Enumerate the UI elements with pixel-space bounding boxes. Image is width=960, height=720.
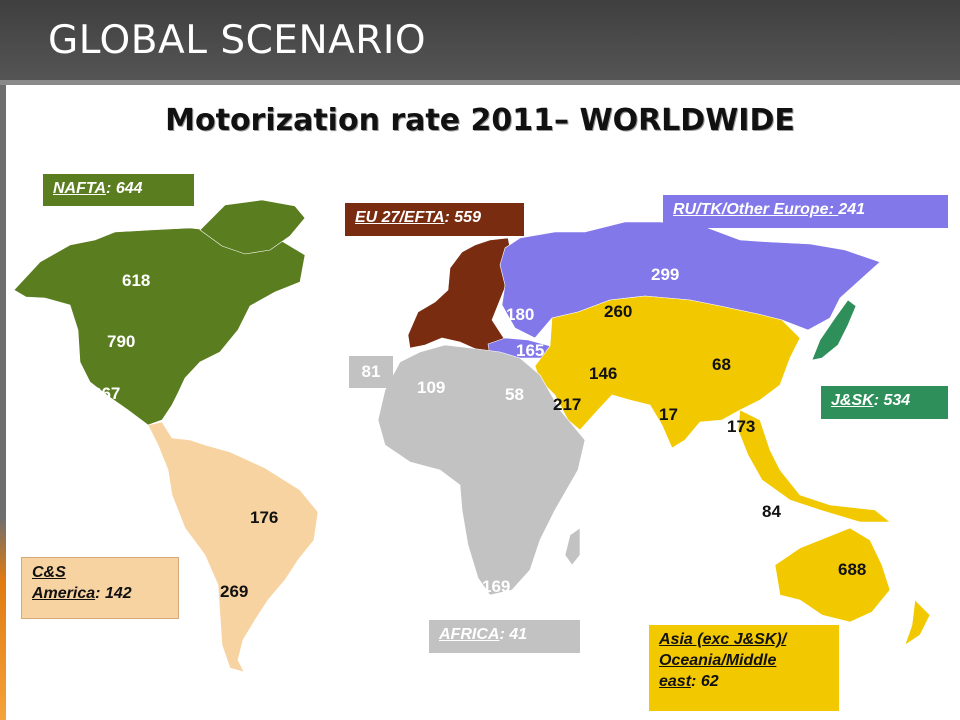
jsk-name: J&SK xyxy=(831,392,874,409)
label-canada: 618 xyxy=(122,271,151,290)
label-europe-east: 180 xyxy=(506,305,535,324)
cs-value: 142 xyxy=(104,585,132,602)
eu-legend-box: EU 27/EFTA: 559 xyxy=(345,203,524,236)
label-turkey: 165 xyxy=(516,341,545,360)
asia-name-line3: east xyxy=(659,673,692,690)
label-india: 17 xyxy=(659,405,678,424)
label-south-africa: 169 xyxy=(482,577,511,596)
eu-sep: : xyxy=(444,209,455,226)
jsk-sep: : xyxy=(873,392,884,409)
greenland-region xyxy=(199,199,306,255)
header-divider xyxy=(0,80,960,85)
slide-header: GLOBAL SCENARIO xyxy=(0,0,960,80)
cs-name-line2: America xyxy=(32,585,96,602)
left-accent-strip xyxy=(0,85,6,720)
cs-sep: : xyxy=(95,585,105,602)
madagascar-region xyxy=(564,527,581,566)
asia-name-line1: Asia (exc J&SK)/ xyxy=(659,631,787,648)
nafta-name: NAFTA xyxy=(53,180,107,197)
africa-name: AFRICA xyxy=(439,626,500,643)
australia-region xyxy=(774,527,891,623)
asia-legend-box: Asia (exc J&SK)/ Oceania/Middle east: 62 xyxy=(649,625,839,711)
africa-legend-box: AFRICA: 41 xyxy=(429,620,580,653)
nafta-value: 644 xyxy=(115,180,143,197)
se-asia-region xyxy=(737,409,891,523)
cs-america-legend-box: C&S America: 142 xyxy=(21,557,179,619)
russia-region xyxy=(499,221,881,339)
label-north-africa: 109 xyxy=(417,378,446,397)
new-zealand-region xyxy=(904,599,931,646)
cs-name-line1: C&S xyxy=(32,564,66,581)
africa-value: 41 xyxy=(509,626,528,643)
label-brazil: 176 xyxy=(250,508,279,527)
russia-legend-box: RU/TK/Other Europe: 241 xyxy=(663,195,948,228)
asia-sep: : xyxy=(691,673,701,690)
label-se-asia: 173 xyxy=(727,417,756,436)
africa-region xyxy=(377,344,586,596)
label-usa: 790 xyxy=(107,332,136,351)
label-middle-east: 217 xyxy=(553,395,582,414)
eu-name: EU 27/EFTA xyxy=(355,209,445,226)
label-iran: 146 xyxy=(589,364,618,383)
asia-value: 62 xyxy=(700,673,719,690)
jsk-legend-box: J&SK: 534 xyxy=(821,386,948,419)
label-nw-africa: 81 xyxy=(349,356,393,388)
cs-america-region xyxy=(147,421,319,673)
africa-sep: : xyxy=(499,626,510,643)
label-china: 68 xyxy=(712,355,731,374)
russia-value: 241 xyxy=(838,201,866,218)
label-argentina: 269 xyxy=(220,582,249,601)
map-title: Motorization rate 2011– WORLDWIDE xyxy=(165,103,795,138)
label-australia: 688 xyxy=(838,560,867,579)
jsk-region xyxy=(811,299,857,361)
asia-region xyxy=(534,295,801,449)
slide-title: GLOBAL SCENARIO xyxy=(48,18,427,63)
nafta-region xyxy=(13,227,306,426)
label-egypt: 58 xyxy=(505,385,524,404)
jsk-value: 534 xyxy=(883,392,911,409)
nafta-legend-box: NAFTA: 644 xyxy=(43,174,194,206)
label-central-asia: 260 xyxy=(604,302,633,321)
russia-name: RU/TK/Other Europe: xyxy=(673,201,839,218)
label-indonesia: 84 xyxy=(762,502,781,521)
asia-name-line2: Oceania/Middle xyxy=(659,652,777,669)
eu-value: 559 xyxy=(454,209,481,226)
nafta-sep: : xyxy=(106,180,116,197)
label-mexico: 267 xyxy=(92,384,121,403)
label-russia: 299 xyxy=(651,265,680,284)
